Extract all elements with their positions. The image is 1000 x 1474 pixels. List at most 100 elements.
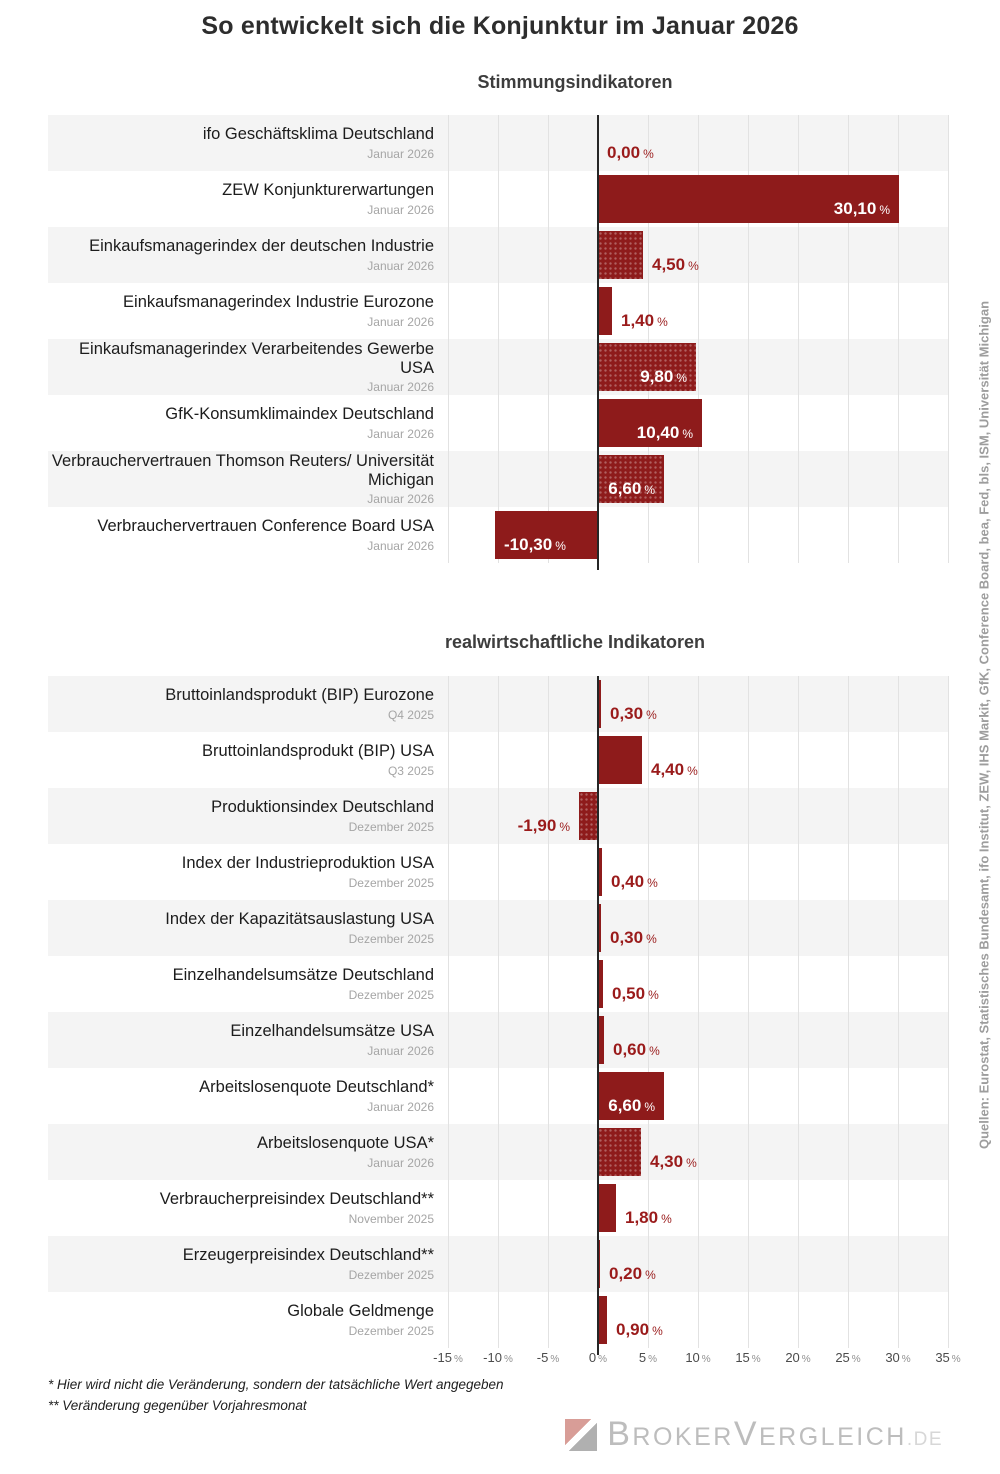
axis-tick: 5% <box>639 1350 657 1365</box>
bar <box>579 792 598 840</box>
row-label: Einkaufsmanagerindex der deutschen Indus… <box>48 227 448 283</box>
value-number: 1,40 <box>621 311 655 330</box>
row-label: Arbeitslosenquote Deutschland* Januar 202… <box>48 1068 448 1124</box>
tick-number: -5 <box>536 1350 549 1365</box>
row-label-text: Index der Kapazitätsauslastung USA <box>165 910 434 929</box>
gridlines <box>448 676 949 1348</box>
percent-sign: % <box>687 764 698 778</box>
tick-number: 5 <box>638 1350 647 1365</box>
row-date: Januar 2026 <box>367 538 434 553</box>
percent-sign: % <box>644 483 655 497</box>
x-axis: -15% -10% -5% 0% 5% 10% 15% 20% 25% 30% 35% <box>0 1350 1000 1370</box>
logo-word: ERGLEICH <box>759 1423 907 1451</box>
percent-sign: % <box>676 371 687 385</box>
value-label: 0,30% <box>610 704 657 724</box>
row-label-text: Einzelhandelsumsätze USA <box>230 1022 434 1041</box>
chart-row: GfK-Konsumklimaindex Deutschland Januar 2… <box>48 395 948 451</box>
value-label: 4,40% <box>651 760 698 780</box>
row-date: Q4 2025 <box>387 707 434 722</box>
row-label-text: Index der Industrieproduktion USA <box>181 854 434 873</box>
value-number: 0,90 <box>616 1320 650 1339</box>
row-label: Bruttoinlandsprodukt (BIP) Eurozone Q4 20… <box>48 676 448 732</box>
value-number: 0,50 <box>612 984 646 1003</box>
value-number: 4,50 <box>652 255 686 274</box>
percent-sign: % <box>649 1044 660 1058</box>
value-number: 9,80 <box>640 367 674 386</box>
row-label: ifo Geschäftsklima Deutschland Januar 202… <box>48 115 448 171</box>
bar <box>598 343 696 391</box>
percent-sign: % <box>598 1354 608 1365</box>
tick-number: 15 <box>735 1350 750 1365</box>
percent-sign: % <box>646 708 657 722</box>
row-label: Bruttoinlandsprodukt (BIP) USA Q3 2025 <box>48 732 448 788</box>
percent-sign: % <box>648 1354 658 1365</box>
row-date: Januar 2026 <box>367 1043 434 1058</box>
row-label: Arbeitslosenquote USA* Januar 2026 <box>48 1124 448 1180</box>
value-label: 4,50% <box>652 255 699 275</box>
footnotes: * Hier wird nicht die Veränderung, sonde… <box>48 1374 504 1416</box>
bar <box>598 1072 664 1120</box>
tick-number: 10 <box>685 1350 700 1365</box>
source-note: Quellen: Eurostat, Statistisches Bundesa… <box>976 300 992 1150</box>
footnote-1: * Hier wird nicht die Veränderung, sonde… <box>48 1377 504 1392</box>
percent-sign: % <box>751 1354 761 1365</box>
row-label: Erzeugerpreisindex Deutschland** Dezember… <box>48 1236 448 1292</box>
value-label: 6,60% <box>608 479 655 499</box>
axis-tick: 25% <box>835 1350 860 1365</box>
bar <box>598 231 643 279</box>
value-label: 30,10% <box>834 199 890 219</box>
value-label: 6,60% <box>608 1096 655 1116</box>
row-date: Dezember 2025 <box>348 1267 434 1282</box>
value-number: 4,30 <box>650 1152 684 1171</box>
value-label: -10,30% <box>504 535 566 555</box>
row-label-text: Einzelhandelsumsätze Deutschland <box>172 966 434 985</box>
row-label: GfK-Konsumklimaindex Deutschland Januar 2… <box>48 395 448 451</box>
row-label: Einzelhandelsumsätze Deutschland Dezember… <box>48 956 448 1012</box>
logo-letter: B <box>607 1415 633 1453</box>
chart-row: Index der Industrieproduktion USA Dezembe… <box>48 844 948 900</box>
row-date: Januar 2026 <box>367 314 434 329</box>
row-date: Dezember 2025 <box>348 1323 434 1338</box>
chart-row: Einkaufsmanagerindex Industrie Eurozone J… <box>48 283 948 339</box>
row-label: Einkaufsmanagerindex Verarbeitendes Gewe… <box>48 339 448 395</box>
value-number: 0,30 <box>610 928 644 947</box>
percent-sign: % <box>647 876 658 890</box>
row-label-text: GfK-Konsumklimaindex Deutschland <box>165 405 434 424</box>
value-label: 0,20% <box>609 1264 656 1284</box>
percent-sign: % <box>951 1354 961 1365</box>
row-date: Januar 2026 <box>367 146 434 161</box>
row-date: Januar 2026 <box>367 491 434 506</box>
row-date: Dezember 2025 <box>348 931 434 946</box>
value-number: 4,40 <box>651 760 685 779</box>
row-date: Januar 2026 <box>367 1155 434 1170</box>
bar <box>598 455 664 503</box>
zero-axis-line <box>597 676 599 1355</box>
value-label: 0,40% <box>611 872 658 892</box>
value-label: 0,30% <box>610 928 657 948</box>
percent-sign: % <box>645 1268 656 1282</box>
value-number: 10,40 <box>636 423 680 442</box>
value-label: 1,80% <box>625 1208 672 1228</box>
row-label: Index der Industrieproduktion USA Dezembe… <box>48 844 448 900</box>
chart-row: Verbraucherpreisindex Deutschland** Novem… <box>48 1180 948 1236</box>
row-label-text: Erzeugerpreisindex Deutschland** <box>182 1246 434 1265</box>
value-number: 0,60 <box>613 1040 647 1059</box>
page-title: So entwickelt sich die Konjunktur im Jan… <box>201 12 799 40</box>
tick-number: 30 <box>885 1350 900 1365</box>
logo-text: BROKERVERGLEICH.DE <box>607 1417 943 1451</box>
row-label-text: Einkaufsmanagerindex Verarbeitendes Gewe… <box>79 340 434 377</box>
axis-tick: -10% <box>483 1350 513 1365</box>
axis-tick: 0% <box>589 1350 607 1365</box>
row-date: Dezember 2025 <box>348 875 434 890</box>
section-2-subtitle: realwirtschaftliche Indikatoren <box>444 632 706 652</box>
percent-sign: % <box>851 1354 861 1365</box>
footnote-2: ** Veränderung gegenüber Vorjahresmonat <box>48 1398 307 1413</box>
bar <box>598 287 612 335</box>
row-date: Dezember 2025 <box>348 819 434 834</box>
row-label-text: ifo Geschäftsklima Deutschland <box>202 125 434 144</box>
row-date: Dezember 2025 <box>348 987 434 1002</box>
chart-row: Arbeitslosenquote Deutschland* Januar 202… <box>48 1068 948 1124</box>
row-date: Q3 2025 <box>387 763 434 778</box>
tick-number: 35 <box>935 1350 950 1365</box>
